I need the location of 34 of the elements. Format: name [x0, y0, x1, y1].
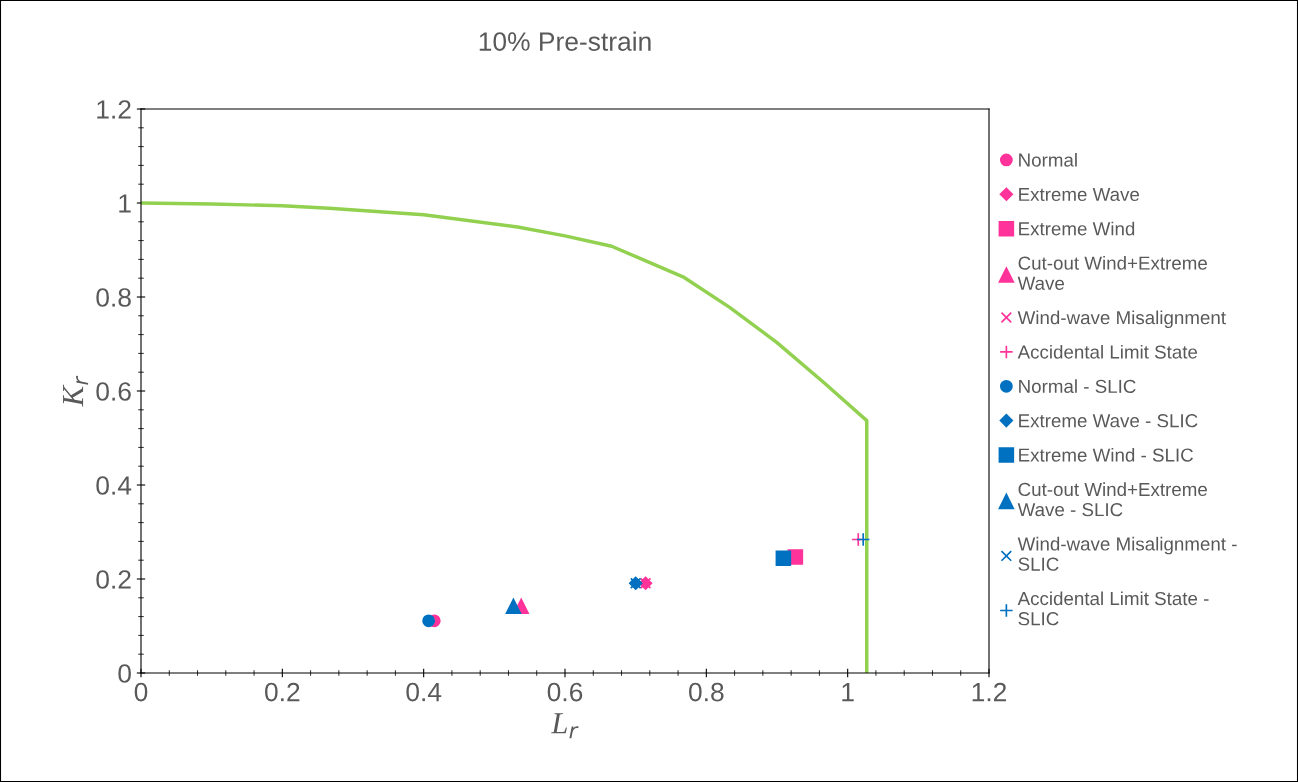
y-tick-label: 1.2 — [97, 100, 131, 119]
legend-label: Wind-wave Misalignment — [1017, 310, 1226, 329]
legend-label: Extreme Wind - SLIC — [1019, 447, 1193, 462]
point — [505, 598, 522, 615]
x-tick-label: 0 — [134, 682, 148, 702]
legend-label: Accidental Limit State - SLIC — [1017, 591, 1209, 626]
legend-label: Normal - SLIC — [1019, 379, 1136, 394]
x-tick-label: 0.4 — [406, 682, 442, 702]
point — [775, 550, 792, 567]
legend-label: Extreme Wind — [1019, 221, 1135, 236]
legend-label: Wind-wave Misalignment - SLIC — [1017, 536, 1237, 571]
x-tick-label: 0.8 — [689, 682, 724, 702]
x-tick-label: 1.2 — [972, 682, 1007, 702]
y-tick-label: 0 — [118, 664, 131, 683]
x-axis-title: L$_{r}$ — [551, 713, 579, 739]
y-tick-label: 0.8 — [96, 288, 131, 307]
y-tick-label: 1 — [119, 194, 131, 213]
legend-label: Cut-out Wind+Extreme Wave - SLIC — [1017, 482, 1207, 517]
x-tick-label: 1 — [842, 683, 854, 702]
y-axis-title: K$_{r}$ — [63, 375, 89, 407]
legend-label: Extreme Wave - SLIC — [1019, 414, 1198, 428]
legend-label: Normal — [1019, 152, 1077, 167]
legend-label: Cut-out Wind+Extreme Wave — [1017, 255, 1207, 290]
y-tick-label: 0.2 — [96, 570, 131, 589]
chart-title: 10% Pre-strain — [479, 31, 651, 51]
x-tick-label: 0.2 — [265, 682, 300, 702]
y-tick-label: 0.6 — [96, 382, 131, 401]
point — [422, 614, 436, 628]
y-tick-label: 0.4 — [96, 476, 132, 495]
legend-label: Accidental Limit State — [1017, 344, 1198, 359]
line-series — [141, 201, 869, 673]
x-tick-label: 0.6 — [547, 682, 583, 702]
legend-label: Extreme Wave — [1019, 187, 1140, 202]
point — [856, 532, 871, 547]
